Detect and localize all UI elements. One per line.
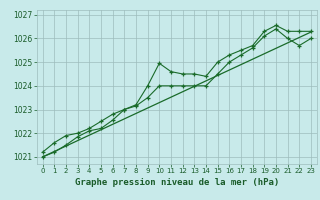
X-axis label: Graphe pression niveau de la mer (hPa): Graphe pression niveau de la mer (hPa) bbox=[75, 178, 279, 187]
